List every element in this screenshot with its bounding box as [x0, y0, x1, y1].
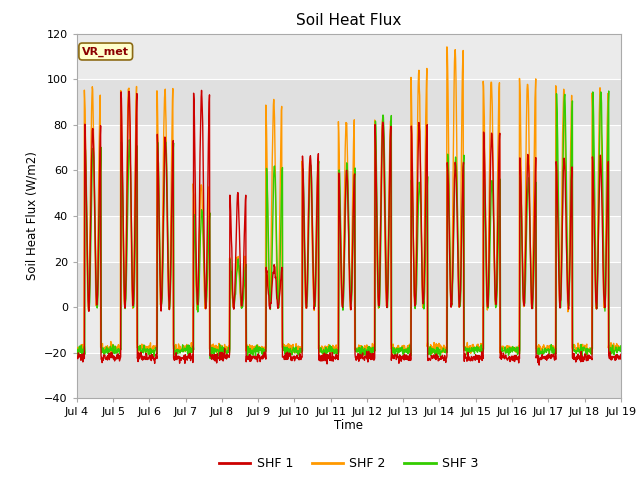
SHF 3 [194, 309, 202, 315]
SHF 1 [180, 357, 188, 363]
Bar [77, 216, 621, 262]
SHF 2 [617, 346, 625, 352]
Legend: SHF 1, SHF 2, SHF 3: SHF 1, SHF 2, SHF 3 [214, 452, 483, 475]
SHF 1 [255, 355, 263, 361]
SHF 2 [553, 130, 561, 136]
SHF 1 [535, 362, 543, 368]
Bar [77, 262, 621, 307]
SHF 2 [443, 44, 451, 50]
SHF 3 [73, 351, 81, 357]
SHF 1 [198, 87, 205, 93]
SHF 3 [180, 348, 188, 353]
Text: VR_met: VR_met [82, 47, 129, 57]
SHF 2 [195, 288, 202, 293]
Y-axis label: Soil Heat Flux (W/m2): Soil Heat Flux (W/m2) [26, 152, 38, 280]
SHF 2 [434, 342, 442, 348]
SHF 1 [505, 354, 513, 360]
Bar [77, 34, 621, 79]
SHF 2 [255, 344, 263, 349]
SHF 1 [73, 355, 81, 360]
SHF 1 [553, 171, 561, 177]
SHF 2 [181, 344, 189, 350]
SHF 3 [434, 353, 442, 359]
Line: SHF 2: SHF 2 [77, 47, 621, 357]
Bar [77, 79, 621, 125]
SHF 2 [73, 345, 81, 351]
SHF 1 [617, 351, 625, 357]
Bar [77, 125, 621, 170]
SHF 1 [194, 302, 202, 308]
Bar [77, 353, 621, 398]
SHF 3 [617, 343, 625, 349]
SHF 3 [207, 356, 214, 361]
Title: Soil Heat Flux: Soil Heat Flux [296, 13, 401, 28]
SHF 2 [505, 344, 513, 349]
SHF 3 [505, 352, 513, 358]
SHF 1 [434, 355, 442, 360]
Line: SHF 3: SHF 3 [77, 91, 621, 359]
SHF 2 [134, 354, 142, 360]
SHF 3 [553, 91, 561, 96]
X-axis label: Time: Time [334, 419, 364, 432]
Bar [77, 170, 621, 216]
Line: SHF 1: SHF 1 [77, 90, 621, 365]
SHF 3 [605, 88, 612, 94]
SHF 3 [255, 344, 263, 350]
Bar [77, 307, 621, 353]
